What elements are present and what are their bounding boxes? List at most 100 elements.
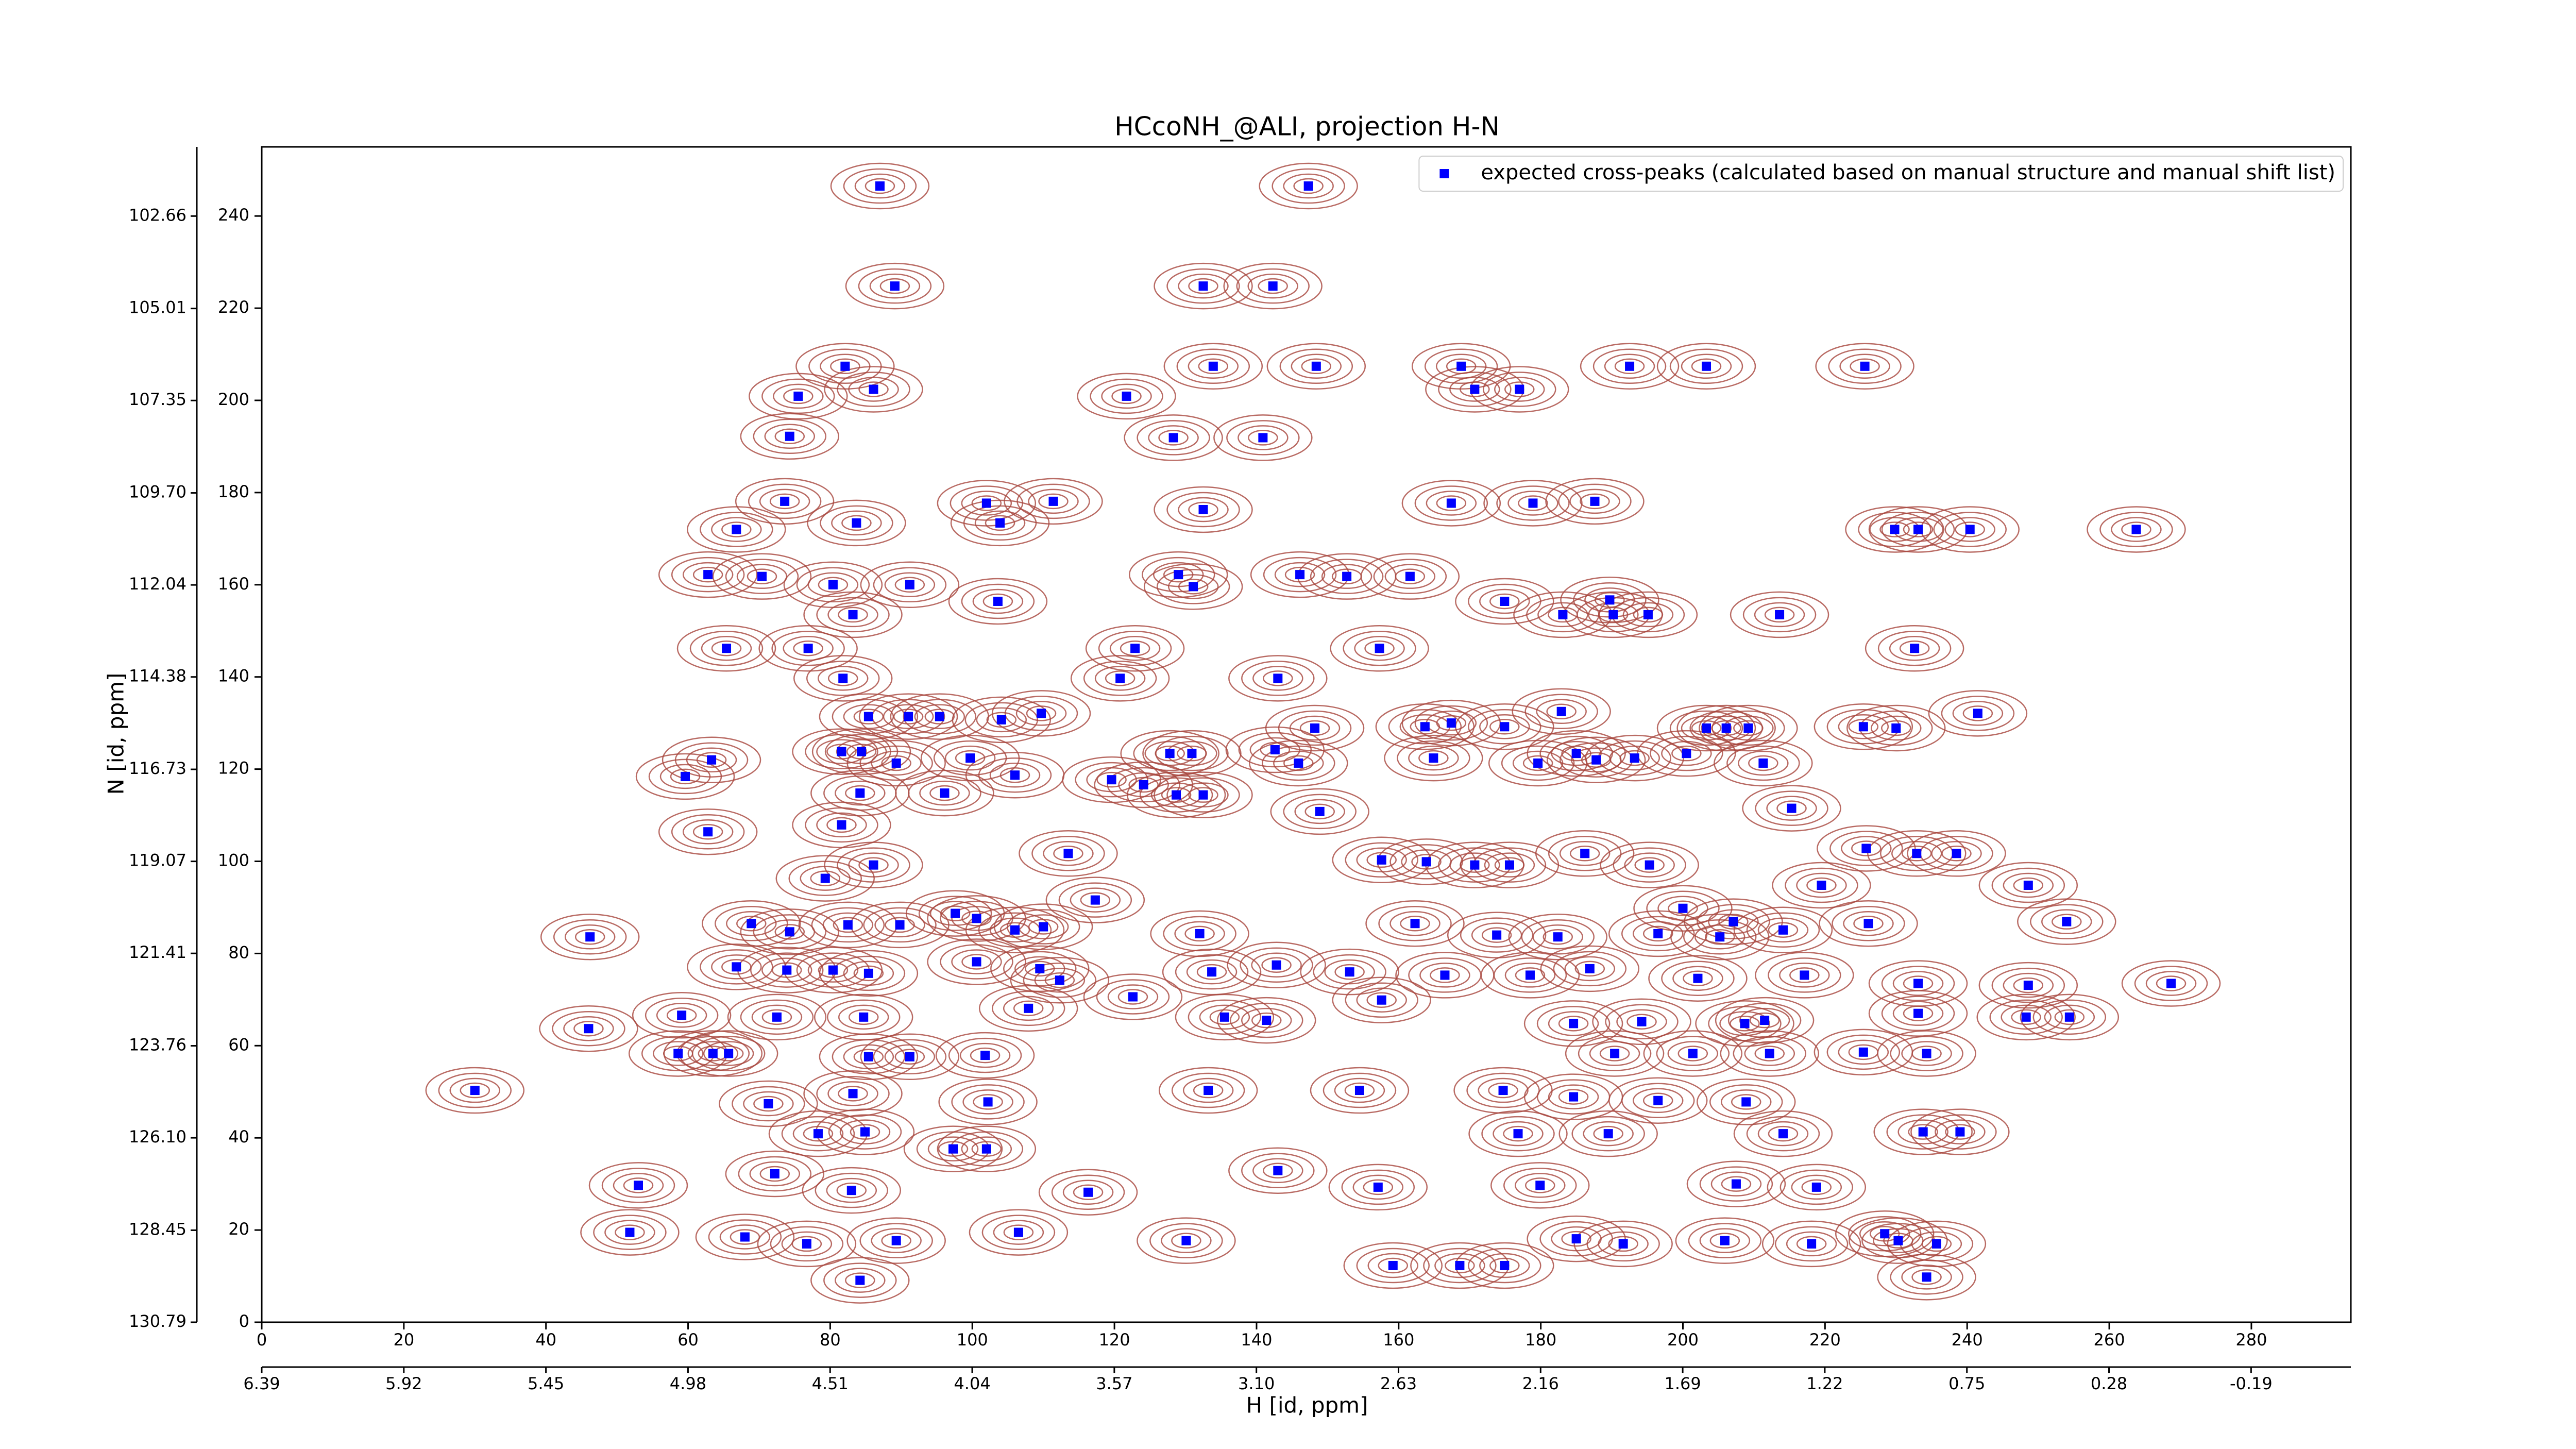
contour (1643, 1030, 1743, 1077)
contour (1708, 1006, 1782, 1041)
contour (1489, 1257, 1520, 1274)
contour (1944, 517, 1995, 542)
contour (839, 1119, 891, 1144)
contour (757, 1220, 857, 1268)
contour (843, 168, 917, 204)
cross-peak (996, 715, 1006, 724)
cross-peak (1128, 992, 1138, 1002)
contour (1626, 1014, 1657, 1030)
contour (764, 424, 816, 449)
contour (1176, 348, 1250, 384)
cross-peak (1913, 979, 1923, 988)
contour (715, 905, 788, 941)
cross-peak (1535, 1181, 1545, 1190)
cross-peak (869, 860, 878, 870)
contour (1768, 1125, 1799, 1142)
contour (1034, 968, 1086, 993)
contour (658, 808, 758, 855)
cross-peak (905, 580, 914, 589)
cross-peak (1912, 849, 1922, 858)
contour (658, 551, 758, 598)
contour (978, 985, 1078, 1032)
contour (1819, 900, 1918, 947)
x-tick-label: 40 (535, 1330, 556, 1350)
cross-peak (2021, 1012, 2031, 1022)
contour (1646, 890, 1720, 926)
contour (758, 625, 858, 672)
contour (1003, 1224, 1034, 1240)
contour (1545, 478, 1645, 525)
cross-peak (863, 1052, 873, 1062)
contour (2052, 914, 2082, 930)
contour (748, 483, 822, 519)
contour (1171, 1072, 1245, 1108)
contour (1621, 916, 1695, 952)
contour (1426, 491, 1477, 516)
contour (761, 957, 812, 983)
cross-peak (1715, 932, 1725, 942)
contour (805, 734, 878, 769)
contour (1764, 606, 1795, 623)
contour (838, 1086, 868, 1102)
contour (648, 759, 722, 795)
contour (1768, 957, 1841, 993)
x-tick-label: 100 (957, 1330, 988, 1350)
contour (1080, 892, 1111, 908)
y-tick-label: 240 (218, 205, 249, 225)
x2-tick-label: 0.28 (2091, 1374, 2127, 1393)
legend-box (1418, 156, 2344, 192)
contour (1436, 495, 1467, 511)
y2-tick-label: 105.01 (129, 298, 187, 317)
cross-peak (782, 965, 792, 975)
contour (1850, 358, 1880, 375)
contour (972, 588, 1024, 614)
contour (1447, 912, 1547, 958)
contour (1156, 569, 1230, 604)
contour (1536, 699, 1587, 724)
contour (1865, 625, 1964, 672)
contour (1294, 799, 1345, 824)
contour (1384, 734, 1483, 782)
contour (774, 924, 805, 940)
cross-peak (677, 1010, 687, 1020)
contour (1730, 1016, 1760, 1032)
cross-peak (1515, 384, 1524, 394)
contour (753, 914, 827, 950)
contour (1240, 947, 1313, 983)
contour (1858, 512, 1931, 547)
contour (727, 993, 827, 1041)
contour (1293, 178, 1324, 194)
cross-peak (840, 361, 850, 371)
contour (1455, 578, 1554, 625)
contour (1746, 912, 1820, 948)
y-axis-label: N [id, ppm] (104, 673, 129, 795)
contour (1704, 929, 1735, 945)
cross-peak (780, 496, 790, 506)
cross-peak (1731, 1179, 1741, 1189)
cross-peak (1035, 964, 1045, 973)
contour (792, 1121, 844, 1147)
contour (1003, 996, 1054, 1021)
contour (1564, 956, 1616, 982)
y-tick-label: 100 (218, 850, 249, 870)
contour (1247, 273, 1298, 299)
cross-peak (828, 580, 838, 589)
contour (1757, 1121, 1809, 1147)
contour (2013, 877, 2044, 894)
x-tick-label: 200 (1667, 1330, 1699, 1350)
contour (1911, 1046, 1942, 1062)
cross-peak (1533, 758, 1543, 768)
contour (1341, 1169, 1415, 1205)
x-tick-label: 80 (820, 1330, 841, 1350)
contour (873, 1039, 947, 1075)
contour (961, 911, 992, 926)
contour (719, 1080, 818, 1127)
contour (1488, 1082, 1518, 1099)
contour (1345, 842, 1418, 878)
contour (2121, 521, 2151, 537)
contour (871, 1228, 922, 1253)
cross-peak (1315, 806, 1325, 816)
contour (1632, 921, 1684, 947)
contour (1565, 1030, 1665, 1077)
contour (1360, 553, 1460, 600)
